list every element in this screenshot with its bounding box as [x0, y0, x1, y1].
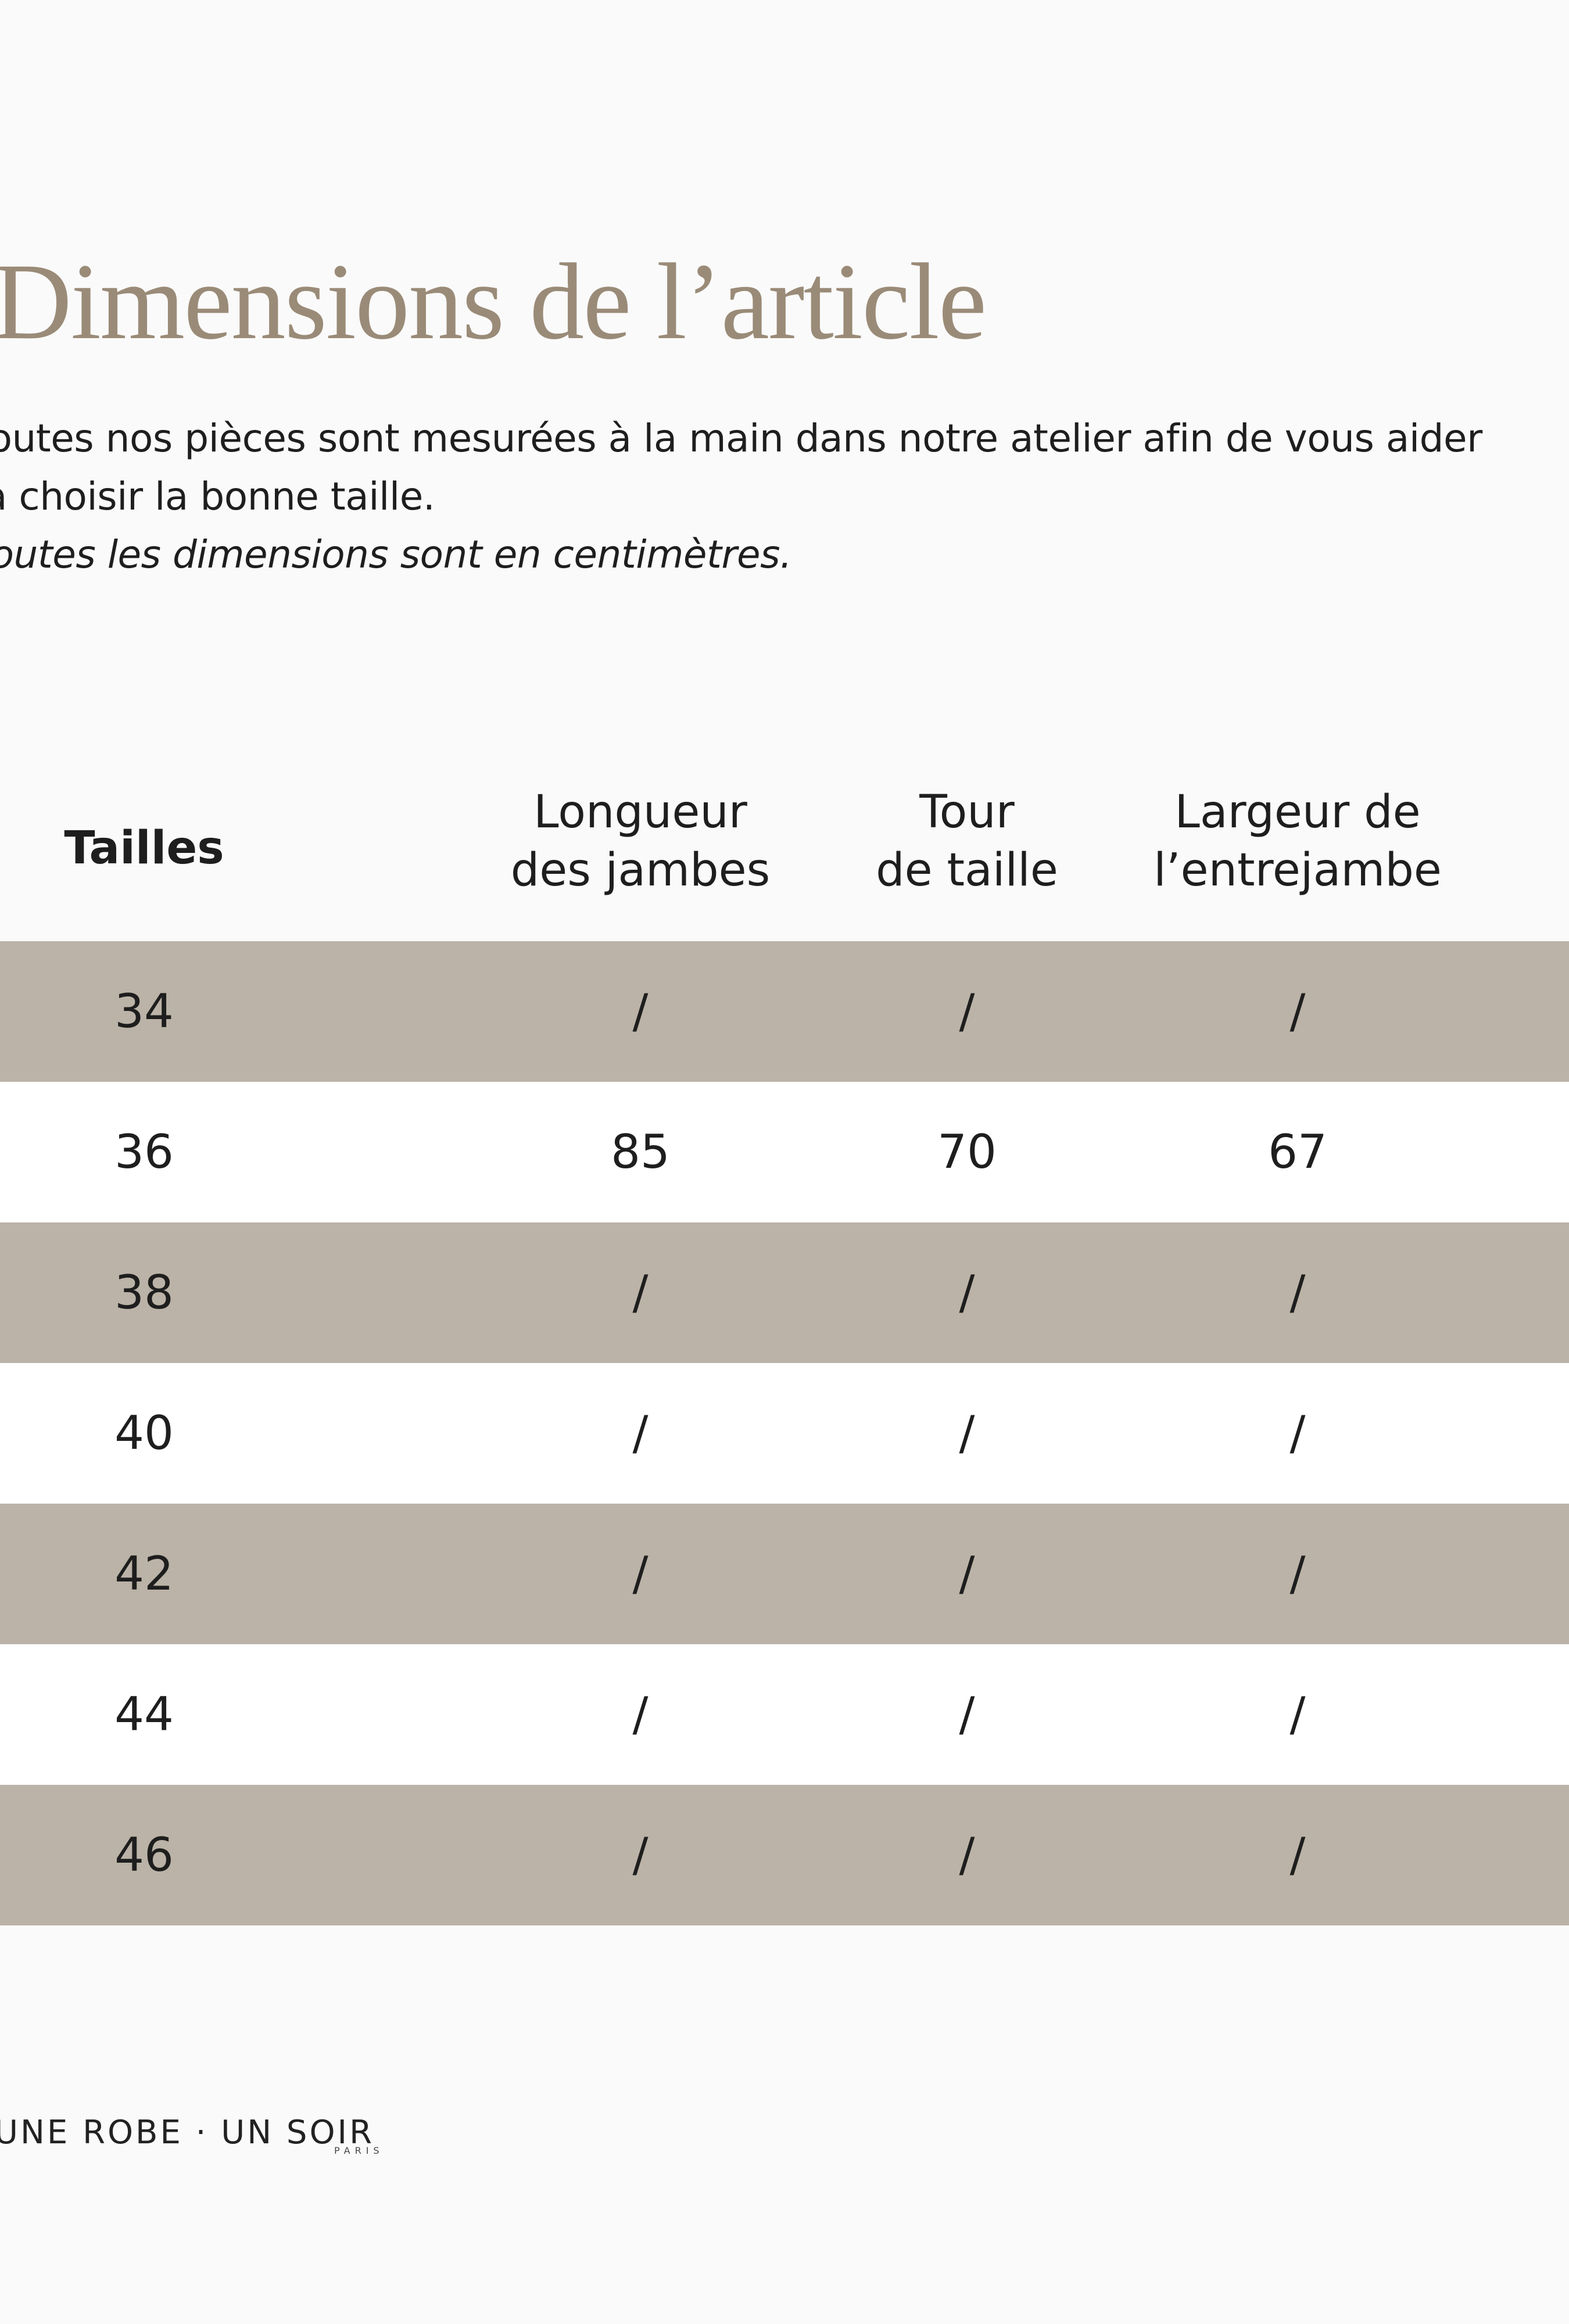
- brand-city: PARIS: [334, 2145, 384, 2156]
- column-header: Longueur: [533, 786, 747, 838]
- size-cell: 44: [114, 1687, 174, 1741]
- measure-cell: /: [959, 1406, 975, 1460]
- size-cell: 40: [114, 1406, 174, 1460]
- table-row: 46 / / /: [0, 1785, 1569, 1925]
- measure-cell: /: [1289, 1687, 1306, 1741]
- measure-cell: /: [632, 1828, 649, 1882]
- measure-cell: /: [1289, 1265, 1306, 1319]
- column-header: Tailles: [64, 822, 224, 874]
- brand-logo: UNE ROBE · UN SOIR: [0, 2114, 374, 2151]
- measure-cell: /: [632, 1265, 649, 1319]
- measure-cell: /: [1289, 1547, 1306, 1601]
- column-header: l’entrejambe: [1154, 844, 1442, 896]
- measure-cell: 67: [1268, 1125, 1327, 1179]
- table-row: 42 / / /: [0, 1504, 1569, 1644]
- measure-cell: /: [959, 1265, 975, 1319]
- page-title: Dimensions de l’article: [0, 241, 987, 362]
- intro-line: à choisir la bonne taille.: [0, 474, 435, 519]
- measure-cell: /: [632, 1406, 649, 1460]
- intro-note: Toutes les dimensions sont en centimètre…: [0, 532, 792, 577]
- measure-cell: /: [632, 1687, 649, 1741]
- size-cell: 34: [114, 984, 174, 1038]
- intro-line: Toutes nos pièces sont mesurées à la mai…: [0, 416, 1482, 461]
- measure-cell: /: [632, 984, 649, 1038]
- measure-cell: /: [959, 1687, 975, 1741]
- measure-cell: /: [959, 984, 975, 1038]
- measure-cell: /: [959, 1828, 975, 1882]
- column-header: Tour: [919, 786, 1015, 838]
- size-cell: 38: [114, 1265, 174, 1319]
- measure-cell: /: [1289, 984, 1306, 1038]
- size-cell: 46: [114, 1828, 174, 1882]
- size-cell: 36: [114, 1125, 174, 1179]
- table-row: 34 / / /: [0, 941, 1569, 1082]
- table-row: 38 / / /: [0, 1222, 1569, 1363]
- measure-cell: 85: [611, 1125, 670, 1179]
- size-cell: 42: [114, 1547, 174, 1601]
- measure-cell: /: [632, 1547, 649, 1601]
- measure-cell: /: [959, 1547, 975, 1601]
- measure-cell: /: [1289, 1406, 1306, 1460]
- table-row: 44 / / /: [0, 1644, 1569, 1785]
- table-row: 40 / / /: [0, 1363, 1569, 1504]
- measure-cell: /: [1289, 1828, 1306, 1882]
- column-header: des jambes: [510, 844, 771, 896]
- measure-cell: 70: [937, 1125, 997, 1179]
- column-header: de taille: [876, 844, 1058, 896]
- column-header: Largeur de: [1174, 786, 1421, 838]
- table-row: 36 85 70 67: [0, 1082, 1569, 1222]
